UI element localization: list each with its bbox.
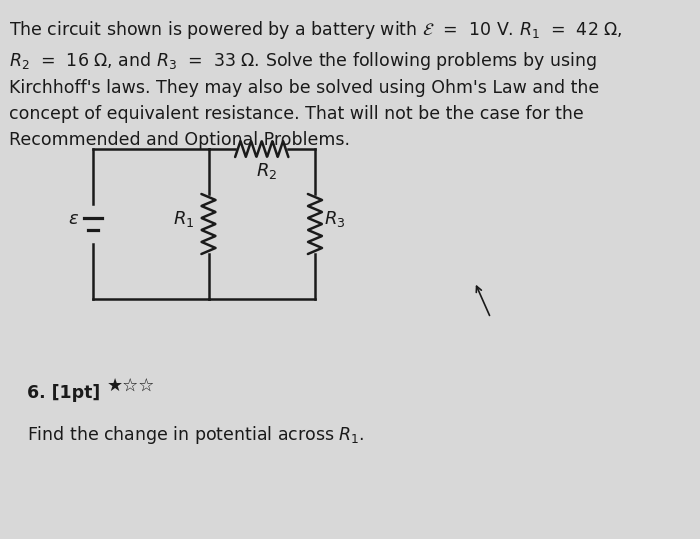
Text: Find the change in potential across $R_1$.: Find the change in potential across $R_1… bbox=[27, 424, 364, 446]
Text: $R_1$: $R_1$ bbox=[173, 209, 195, 229]
Text: $R_2$: $R_2$ bbox=[256, 161, 276, 181]
Text: $\varepsilon$: $\varepsilon$ bbox=[68, 210, 79, 228]
Text: The circuit shown is powered by a battery with $\mathcal{E}$  =  10 V. $R_1$  = : The circuit shown is powered by a batter… bbox=[9, 19, 622, 149]
Text: $R_3$: $R_3$ bbox=[324, 209, 345, 229]
Text: 6. [1pt]: 6. [1pt] bbox=[27, 384, 100, 402]
Text: ★☆☆: ★☆☆ bbox=[106, 377, 155, 395]
